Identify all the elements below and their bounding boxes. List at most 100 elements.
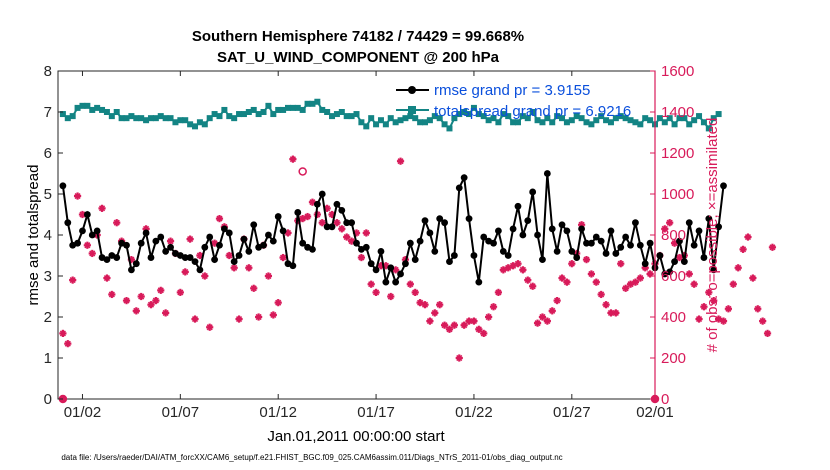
- obs-count-point: [749, 274, 757, 282]
- rmse-point: [152, 237, 160, 245]
- obs-count-point: [597, 290, 605, 299]
- totalspread-point: [490, 115, 497, 122]
- obs-count-point: [485, 313, 493, 321]
- rmse-point: [676, 237, 683, 245]
- rmse-point: [695, 227, 703, 235]
- x-tick-label: 01/17: [357, 404, 395, 421]
- obs-count-point: [622, 284, 630, 292]
- rmse-point: [309, 245, 316, 253]
- rmse-point: [362, 243, 370, 251]
- totalspread-point: [363, 123, 370, 130]
- totalspread-point: [324, 109, 331, 115]
- totalspread-point: [544, 115, 551, 122]
- rmse-point: [167, 243, 174, 251]
- rmse-point: [79, 227, 86, 235]
- y-tick-label-left: 4: [44, 227, 52, 244]
- obs-count-point: [431, 309, 439, 317]
- totalspread-point: [99, 106, 106, 113]
- y-tick-label-left: 6: [44, 145, 52, 162]
- totalspread-point: [329, 113, 336, 120]
- obs-count-point: [514, 260, 522, 268]
- rmse-point: [529, 188, 537, 196]
- obs-count-point: [225, 251, 233, 260]
- totalspread-point: [118, 115, 125, 122]
- rmse-point: [137, 239, 145, 247]
- obs-count-point: [661, 225, 669, 233]
- obs-count-point: [166, 237, 175, 245]
- totalspread-point: [407, 113, 414, 120]
- rmse-point: [475, 278, 483, 286]
- totalspread-point: [226, 113, 233, 120]
- obs-count-point: [372, 288, 380, 296]
- rmse-point: [627, 241, 634, 249]
- x-tick-label: 01/07: [162, 404, 200, 421]
- obs-count-point: [88, 249, 96, 258]
- obs-count-point: [343, 233, 351, 241]
- obs-count-point: [59, 329, 67, 337]
- rmse-point: [348, 219, 356, 227]
- rmse-point: [539, 256, 546, 263]
- rmse-point: [186, 254, 194, 261]
- rmse-point: [607, 227, 615, 235]
- totalspread-point: [309, 100, 316, 107]
- rmse-point: [685, 219, 693, 227]
- totalspread-point: [554, 113, 561, 120]
- totalspread-point: [436, 115, 443, 122]
- y-tick-label-right: 800: [661, 227, 686, 244]
- obs-count-point: [685, 270, 693, 278]
- rmse-point: [372, 266, 380, 274]
- rmse-point: [617, 243, 625, 251]
- obs-count-point: [710, 297, 718, 305]
- rmse-point: [514, 202, 522, 210]
- y-tick-label-right: 1000: [661, 186, 694, 203]
- obs-count-point: [191, 315, 199, 323]
- obs-count-point: [612, 309, 620, 317]
- rmse-point: [455, 184, 463, 192]
- totalspread-point: [358, 119, 365, 126]
- obs-count-point: [455, 354, 463, 362]
- totalspread-point: [236, 111, 243, 118]
- totalspread-point: [466, 111, 473, 118]
- totalspread-point: [89, 106, 96, 113]
- y-tick-label-right: 1400: [661, 104, 694, 121]
- obs-possible-marker: [298, 167, 307, 176]
- obs-count-point: [122, 297, 131, 305]
- rmse-point: [387, 264, 395, 272]
- totalspread-point: [260, 109, 267, 115]
- totalspread-point: [152, 115, 159, 122]
- totalspread-point: [133, 115, 140, 122]
- rmse-point: [191, 258, 199, 266]
- obs-count-point: [245, 264, 253, 272]
- rmse-point: [377, 248, 385, 255]
- totalspread-point: [79, 102, 86, 109]
- totalspread-point: [505, 113, 512, 120]
- rmse-point: [680, 258, 688, 266]
- obs-count-point: [543, 317, 551, 325]
- obs-count-point: [250, 284, 258, 292]
- totalspread-point: [446, 125, 453, 132]
- rmse-point: [132, 260, 140, 268]
- totalspread-point: [103, 109, 110, 115]
- obs-count-point: [235, 315, 243, 323]
- obs-count-point: [255, 313, 263, 321]
- totalspread-point: [691, 117, 698, 124]
- obs-count-point: [602, 301, 610, 309]
- rmse-point: [715, 223, 723, 231]
- totalspread-point: [167, 115, 174, 122]
- rmse-point: [142, 229, 150, 237]
- totalspread-point: [299, 106, 306, 113]
- totalspread-point: [671, 121, 678, 128]
- rmse-point: [700, 254, 708, 261]
- obs-count-point: [480, 329, 488, 337]
- rmse-point: [367, 260, 375, 268]
- y-tick-label-left: 8: [44, 63, 52, 80]
- totalspread-point: [294, 104, 301, 111]
- obs-count-point: [279, 253, 287, 262]
- totalspread-point: [240, 111, 247, 118]
- totalspread-point: [182, 117, 189, 124]
- obs-count-point: [445, 325, 454, 333]
- obs-count-point: [475, 325, 483, 333]
- rmse-point: [328, 223, 336, 231]
- obs-count-point: [181, 268, 189, 276]
- rmse-point: [274, 213, 282, 220]
